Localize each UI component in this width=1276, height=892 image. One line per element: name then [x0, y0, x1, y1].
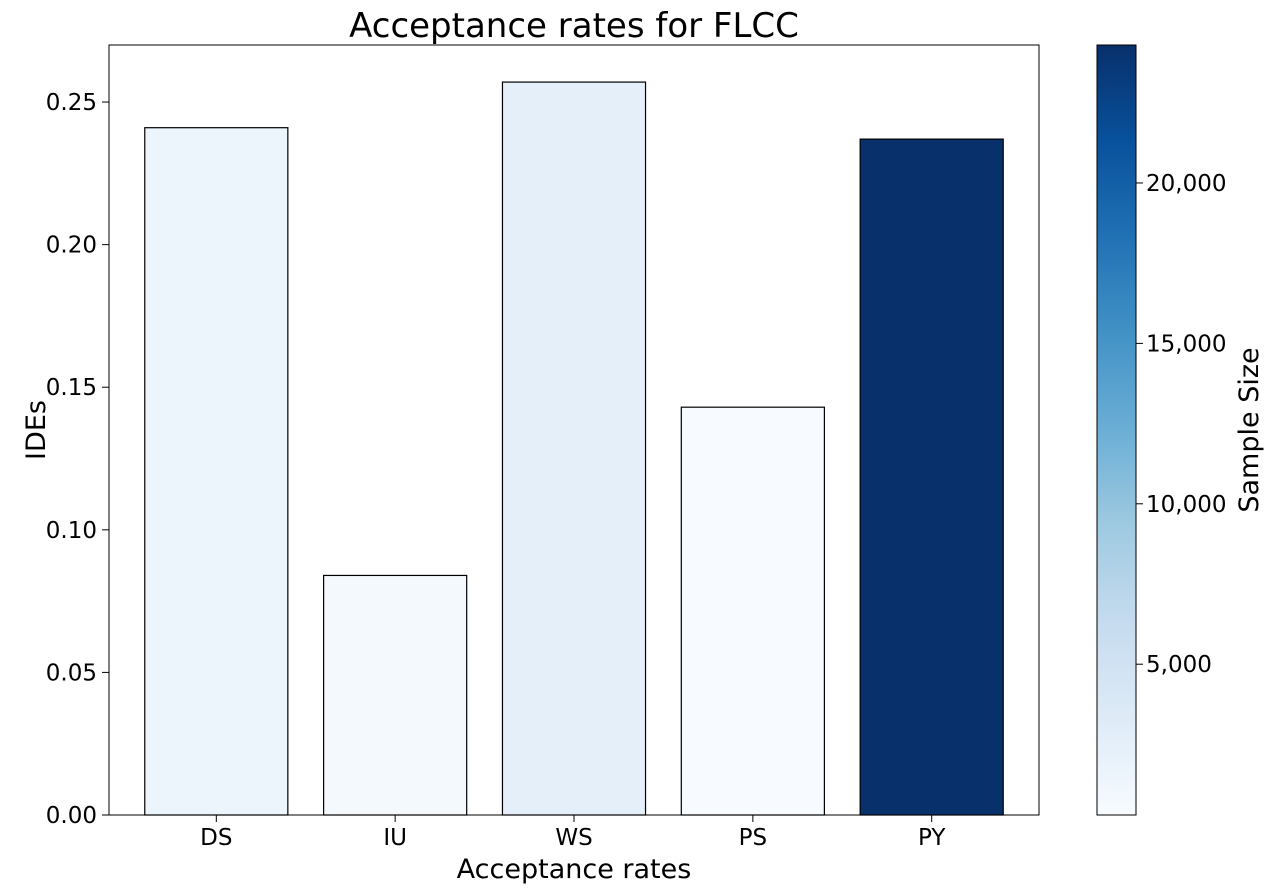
- x-tick-label: WS: [555, 825, 592, 851]
- y-tick-label: 0.05: [46, 660, 97, 686]
- bar-ds: [144, 127, 289, 816]
- bar-py: [859, 138, 1004, 816]
- y-tick-label: 0.10: [46, 518, 97, 544]
- colorbar-tick-label: 15,000: [1146, 331, 1226, 357]
- bar-iu: [323, 574, 468, 816]
- y-tick-label: 0.00: [46, 803, 97, 829]
- y-tick-label: 0.25: [46, 90, 97, 116]
- y-tick-label: 0.20: [46, 233, 97, 259]
- colorbar-tick-label: 10,000: [1146, 492, 1226, 518]
- chart-title: Acceptance rates for FLCC: [349, 6, 799, 46]
- colorbar-tick-label: 5,000: [1146, 652, 1212, 678]
- bar-ws: [501, 81, 647, 816]
- x-tick-label: DS: [200, 825, 232, 851]
- x-tick-label: IU: [383, 825, 407, 851]
- x-tick-label: PY: [918, 825, 946, 851]
- y-axis-label: IDEs: [21, 400, 52, 460]
- colorbar: 5,000 10,000 15,000 20,000: [1096, 44, 1226, 816]
- colorbar-tick-label: 20,000: [1146, 171, 1226, 197]
- plot-frame: [108, 44, 1040, 816]
- colorbar-label: Sample Size: [1234, 347, 1265, 512]
- x-tick-label: PS: [739, 825, 767, 851]
- x-axis-label: Acceptance rates: [457, 854, 692, 885]
- colorbar-gradient: [1096, 44, 1137, 816]
- y-tick-label: 0.15: [46, 375, 97, 401]
- bar-ps: [680, 406, 825, 816]
